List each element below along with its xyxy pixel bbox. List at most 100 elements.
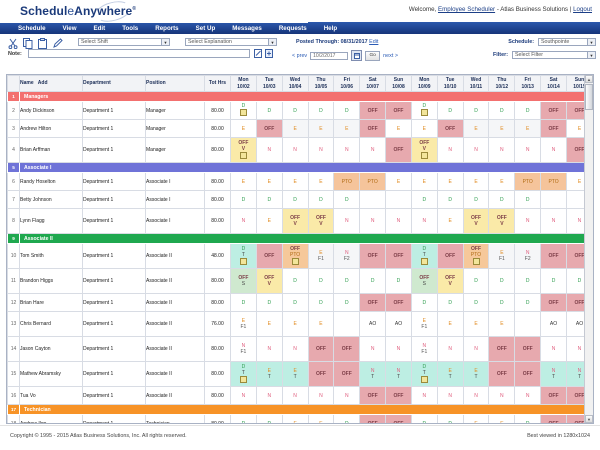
shift-cell[interactable]: E F1	[307, 243, 335, 269]
employee-row[interactable]: 8 Lynn Flagg Department 1 Associate I 80.00 N…	[7, 208, 593, 234]
shift-cell[interactable]: D	[230, 293, 257, 312]
shift-cell[interactable]: E	[410, 119, 438, 138]
filter-dropdown[interactable]: Select Filter ▼	[512, 51, 596, 59]
shift-cell[interactable]: E	[307, 172, 335, 191]
shift-cell[interactable]: D	[255, 293, 283, 312]
shift-cell[interactable]: D	[230, 190, 257, 209]
shift-cell[interactable]: AO	[540, 311, 567, 337]
shift-cell[interactable]: PTO	[359, 172, 387, 191]
shift-cell[interactable]	[540, 190, 567, 209]
shift-cell[interactable]: D	[333, 101, 361, 120]
shift-cell[interactable]: E	[462, 172, 490, 191]
add-employee-link[interactable]: Add	[37, 80, 48, 87]
employee-name[interactable]: Andrew Hilton	[19, 119, 83, 138]
employee-row[interactable]: 16 Tua Vo Department 1 Associate II 80.00 N N N…	[7, 386, 593, 405]
menu-item-requests[interactable]: Requests	[278, 24, 307, 32]
menu-item-schedule[interactable]: Schedule	[18, 24, 46, 32]
shift-cell[interactable]: OFF	[385, 243, 412, 269]
shift-cell[interactable]: OFF	[540, 414, 567, 423]
employee-name[interactable]: Brandon Higgs	[19, 268, 83, 294]
schedule-dropdown[interactable]: Southpointe ▼	[538, 38, 596, 46]
shift-cell[interactable]	[359, 190, 387, 209]
shift-cell[interactable]	[514, 311, 542, 337]
menu-item-setup[interactable]: Set Up	[195, 24, 216, 32]
shift-cell[interactable]: N	[540, 336, 567, 362]
shift-cell[interactable]: PTO	[540, 172, 567, 191]
shift-cell[interactable]: E	[281, 172, 309, 191]
shift-cell[interactable]: N F1	[410, 336, 438, 362]
shift-cell[interactable]: OFF	[307, 361, 335, 387]
shift-cell[interactable]: OFF	[255, 119, 283, 138]
shift-cell[interactable]: N	[307, 386, 335, 405]
shift-cell[interactable]: D	[514, 268, 542, 294]
shift-cell[interactable]: OFF	[359, 414, 387, 423]
next-week-link[interactable]: next >	[383, 52, 398, 59]
shift-cell[interactable]: D	[514, 101, 542, 120]
user-profile-link[interactable]: Employee Scheduler	[437, 6, 496, 13]
shift-cell[interactable]: D	[436, 101, 464, 120]
shift-cell[interactable]: OFF V	[436, 268, 464, 294]
shift-cell[interactable]: D	[333, 268, 361, 294]
employee-name[interactable]: Tua Vo	[19, 386, 83, 405]
shift-cell[interactable]: E F1	[488, 243, 516, 269]
note-indicator-icon[interactable]	[464, 257, 488, 267]
shift-cell[interactable]: N	[462, 137, 490, 163]
shift-cell[interactable]: OFF	[385, 137, 412, 163]
shift-cell[interactable]: OFF	[436, 119, 464, 138]
shift-cell[interactable]: PTO	[333, 172, 361, 191]
shift-cell[interactable]: OFF V	[230, 137, 257, 163]
employee-row[interactable]: 15 Mathew Abramsky Department 1 Associate I…	[7, 361, 593, 387]
shift-cell[interactable]: D	[359, 268, 387, 294]
shift-cell[interactable]	[333, 311, 361, 337]
employee-name[interactable]: Andrew Ilgo	[19, 414, 83, 423]
shift-cell[interactable]: D	[281, 293, 309, 312]
employee-name[interactable]: Randy Hoselton	[19, 172, 83, 191]
employee-name[interactable]: Chris Bernard	[19, 311, 83, 337]
shift-cell[interactable]: N	[230, 208, 257, 234]
note-indicator-icon[interactable]	[231, 151, 255, 161]
shift-cell[interactable]: N	[488, 386, 516, 405]
shift-cell[interactable]: OFF	[540, 101, 567, 120]
shift-cell[interactable]: D	[385, 268, 412, 294]
shift-cell[interactable]: E	[436, 311, 464, 337]
shift-cell[interactable]: E	[488, 119, 516, 138]
shift-cell[interactable]: OFF	[359, 101, 387, 120]
calendar-picker-icon[interactable]	[351, 50, 363, 61]
shift-cell[interactable]: OFF V	[488, 208, 516, 234]
note-indicator-icon[interactable]	[412, 257, 436, 267]
scroll-up-icon[interactable]: ▲	[585, 75, 593, 83]
shift-cell[interactable]: E	[281, 414, 309, 423]
shift-cell[interactable]: N	[436, 386, 464, 405]
shift-cell[interactable]: E	[462, 119, 490, 138]
shift-cell[interactable]: D	[333, 190, 361, 209]
shift-cell[interactable]: D	[307, 268, 335, 294]
go-button[interactable]: Go	[365, 50, 381, 61]
shift-cell[interactable]: E	[462, 414, 490, 423]
shift-cell[interactable]: E	[410, 172, 438, 191]
menu-item-edit[interactable]: Edit	[93, 24, 106, 32]
shift-cell[interactable]: OFF S	[230, 268, 257, 294]
shift-cell[interactable]: OFF	[514, 336, 542, 362]
shift-cell[interactable]: E	[230, 119, 257, 138]
shift-cell[interactable]: E	[333, 119, 361, 138]
shift-cell[interactable]: AO	[385, 311, 412, 337]
note-indicator-icon[interactable]	[412, 375, 436, 385]
note-indicator-icon[interactable]	[231, 109, 255, 118]
shift-cell[interactable]: OFF	[333, 336, 361, 362]
shift-cell[interactable]: D	[488, 101, 516, 120]
employee-row[interactable]: 14 Jason Cayton Department 1 Associate II 80…	[7, 336, 593, 362]
shift-cell[interactable]: D	[488, 190, 516, 209]
shift-cell[interactable]: OFF	[359, 119, 387, 138]
vertical-scrollbar[interactable]: ▲ ▼	[584, 75, 593, 423]
note-add-icon[interactable]	[265, 49, 274, 58]
shift-cell[interactable]: N	[230, 386, 257, 405]
shift-cell[interactable]: E	[230, 172, 257, 191]
menu-item-help[interactable]: Help	[323, 24, 338, 32]
shift-cell[interactable]: D	[436, 414, 464, 423]
